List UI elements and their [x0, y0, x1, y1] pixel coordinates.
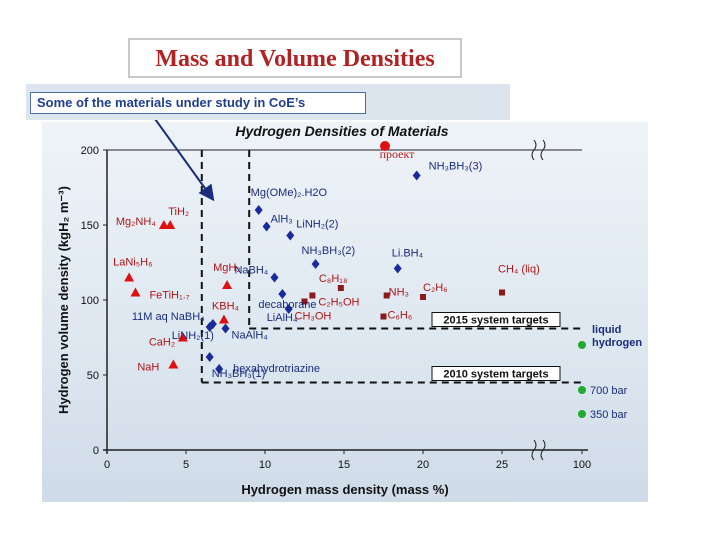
- stamp-dot: [380, 141, 390, 151]
- x-axis-break-bottom: [531, 439, 546, 461]
- point-label-mg-ome-h2o: Mg(OMe)₂.H2O: [251, 187, 328, 199]
- diamond-marker-naalh: [221, 323, 230, 334]
- point-label-liquid-hydrogen: liquid hydrogen: [592, 324, 642, 349]
- point-label-nh-bh-3: NH₃BH₃(3): [429, 161, 483, 173]
- target-label-box: [431, 312, 561, 327]
- target-lines: 2015 system targets 2010 system targets: [200, 150, 582, 384]
- banner-box: Some of the materials under study in CoE…: [30, 92, 366, 114]
- y-tick-label: 0: [93, 445, 99, 457]
- point-label-linh-2: LiNH₂(2): [296, 219, 338, 231]
- square-marker-nh: [383, 292, 390, 299]
- point-label-line: hydrogen: [592, 337, 642, 349]
- y-tick-label: 200: [81, 145, 99, 157]
- triangle-marker-nah: [168, 359, 179, 369]
- diamond-marker-nabh: [270, 272, 279, 283]
- triangle-marker-cah: [177, 332, 188, 342]
- point-label-tih: TiH₂: [168, 206, 189, 218]
- diamond-marker-decaborane: [278, 289, 287, 299]
- x-tick-label: 10: [259, 459, 271, 471]
- diamond-marker-nh-bh-3: [412, 170, 421, 181]
- circle-marker-700-bar: [578, 386, 586, 394]
- diamond-marker-nh-bh-2: [311, 259, 320, 269]
- target-label: 2010 system targets: [443, 369, 548, 381]
- square-marker-ch-liq: [499, 289, 505, 296]
- x-tick-label: 100: [573, 459, 591, 471]
- triangle-marker-mgh: [222, 280, 233, 289]
- banner: Some of the materials under study in CoE…: [26, 84, 510, 120]
- triangle-marker-mg-nh: [158, 220, 169, 229]
- point-label-naalh: NaAlH₄: [232, 330, 269, 342]
- x-tick-label: 25: [496, 459, 508, 471]
- circle-marker-350-bar: [578, 410, 586, 418]
- point-label-nh-bh-2: NH₃BH₃(2): [302, 245, 356, 257]
- triangle-marker-tih: [165, 220, 176, 229]
- diamond-marker-li-bh: [393, 263, 402, 274]
- diamond-marker-linh-1: [205, 322, 214, 332]
- x-tick-label: 5: [183, 459, 189, 471]
- x-axis-label: Hydrogen mass density (mass %): [241, 482, 448, 497]
- point-label-linh-1: LiNH₂(1): [172, 330, 214, 342]
- y-tick-label: 100: [81, 295, 99, 307]
- title-box: Mass and Volume Densities: [128, 38, 462, 78]
- point-label-fetih: FeTiH₁.₇: [149, 290, 189, 302]
- diamond-marker-nh-bh-1: [205, 352, 214, 362]
- point-label-700-bar: 700 bar: [590, 385, 628, 397]
- triangle-marker-kbh: [218, 314, 229, 324]
- triangle-marker-lani-h: [124, 272, 135, 282]
- y-tick-label: 150: [81, 220, 99, 232]
- x-axis-break-top: [531, 139, 546, 161]
- point-label-c-h-oh: C₂H₅OH: [318, 297, 359, 309]
- square-marker-c-h: [380, 313, 387, 320]
- point-label-nah: NaH: [137, 362, 159, 374]
- chart-title: Hydrogen Densities of Materials: [235, 123, 448, 139]
- x-tick-label: 15: [338, 459, 350, 471]
- point-label-nh-bh-1: NH₃BH₃(1): [212, 368, 266, 380]
- point-label-alh: AlH₃: [271, 214, 293, 226]
- diamond-marker-lialh: [284, 304, 293, 314]
- diamond-marker-mg-ome-h2o: [254, 205, 263, 215]
- square-marker-c-h: [420, 294, 426, 300]
- diamond-marker-linh-2: [286, 230, 295, 241]
- point-label-mgh: MgH₂: [213, 262, 241, 274]
- target-label-box: [431, 366, 561, 381]
- point-label-ch-liq: CH₄ (liq): [498, 264, 540, 276]
- point-label-350-bar: 350 bar: [590, 409, 628, 421]
- banner-text: Some of the materials under study in CoE…: [37, 95, 306, 110]
- diamond-marker-hexahydrotriazine: [215, 364, 224, 374]
- point-label-c-h: C₂H₆: [423, 282, 448, 294]
- point-label-cah: CaH₂: [149, 337, 175, 349]
- point-label-ch-oh: CH₃OH: [295, 311, 332, 323]
- square-marker-c-h: [337, 285, 344, 291]
- point-label-11m-aq-nabh: 11M aq NaBH₄: [132, 311, 205, 323]
- square-marker-c-h-oh: [309, 292, 316, 299]
- point-label-nh: NH₃: [389, 287, 409, 299]
- stamp-text: проект: [380, 147, 416, 161]
- point-label-c-h: C₆H₆: [388, 310, 413, 322]
- point-label-nabh: NaBH₄: [234, 265, 268, 277]
- x-tick-label: 20: [417, 459, 429, 471]
- point-label-hexahydrotriazine: hexahydrotriazine: [233, 363, 320, 375]
- square-marker-ch-oh: [301, 298, 308, 305]
- circle-marker-liquid-hydrogen: [578, 341, 586, 349]
- point-label-decaborane: decaborane: [258, 299, 316, 311]
- point-labels: TiH₂ Mg₂NH₄ MgH₂ LaNi₅H₆ FeTiH₁.₇ KBH₄ CaH₂ NaH…: [113, 161, 642, 422]
- point-label-mg-nh: Mg₂NH₄: [116, 216, 156, 228]
- x-tick-label: 0: [104, 459, 110, 471]
- target-label: 2015 system targets: [443, 315, 548, 327]
- axes: 0 5 10 15 20 25 100 0 50 100 150 200 проект: [81, 139, 591, 471]
- point-label-kbh: KBH₄: [212, 301, 240, 313]
- y-tick-label: 50: [87, 370, 99, 382]
- data-points: [124, 170, 586, 418]
- point-label-li-bh: Li.BH₄: [392, 248, 424, 260]
- diamond-marker-alh: [262, 221, 271, 232]
- y-axis-label: Hydrogen volume density (kgH₂ m⁻³): [56, 186, 71, 414]
- page-title: Mass and Volume Densities: [155, 46, 435, 72]
- point-label-lani-h: LaNi₅H₆: [113, 257, 152, 269]
- point-label-lialh: LiAlH₄: [267, 312, 298, 324]
- triangle-marker-fetih: [130, 287, 141, 297]
- point-label-line: liquid: [592, 324, 621, 336]
- annotation-arrow: [149, 111, 215, 202]
- point-label-c-h: C₈H₁₈: [319, 273, 348, 285]
